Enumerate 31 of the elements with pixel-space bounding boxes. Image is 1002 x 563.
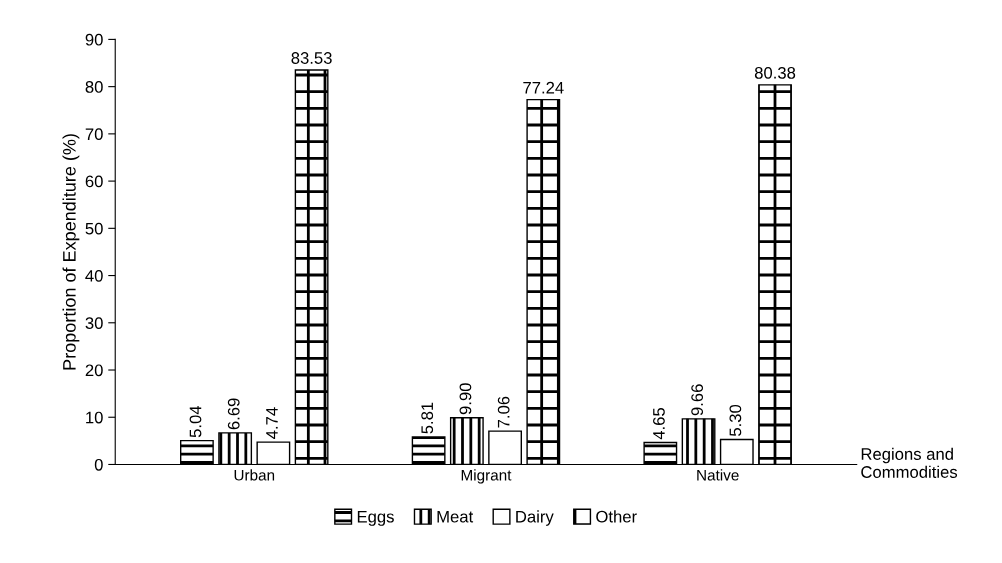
data-label: 9.90 [459, 383, 472, 415]
x-tick-label: Migrant [461, 469, 512, 484]
data-label: 4.65 [653, 408, 665, 440]
y-tick-label: 0 [94, 458, 103, 471]
x-axis-title: Regions and Commodities [861, 447, 958, 478]
data-label: 77.24 [523, 81, 564, 94]
data-label: 80.38 [754, 66, 796, 79]
data-label: 83.53 [291, 52, 332, 64]
y-tick-label: 80 [85, 81, 103, 93]
y-tick-label: 60 [85, 175, 103, 188]
y-tick-label: 10 [86, 411, 103, 424]
data-label: 7.06 [497, 396, 510, 428]
y-tick-label: 90 [85, 33, 103, 46]
x-tick-label: Native [697, 469, 739, 481]
data-label: 5.81 [421, 402, 434, 434]
legend-label: Other [596, 510, 637, 523]
y-tick-label: 30 [85, 317, 103, 329]
data-label: 5.04 [189, 405, 202, 438]
y-tick-label: 70 [85, 128, 103, 141]
data-label: 4.74 [266, 407, 278, 439]
legend-label: Dairy [516, 510, 554, 526]
legend-label: Eggs [357, 510, 394, 526]
y-tick-label: 40 [85, 269, 103, 282]
y-axis-title: Proportion of Expenditure (%) [62, 134, 80, 370]
data-label: 5.30 [729, 404, 742, 436]
y-tick-label: 20 [85, 364, 103, 377]
legend-label: Meat [437, 510, 474, 523]
y-tick-label: 50 [85, 222, 103, 235]
x-tick-label: Urban [234, 469, 275, 481]
data-label: 6.69 [227, 398, 240, 430]
data-label: 9.66 [691, 384, 704, 416]
